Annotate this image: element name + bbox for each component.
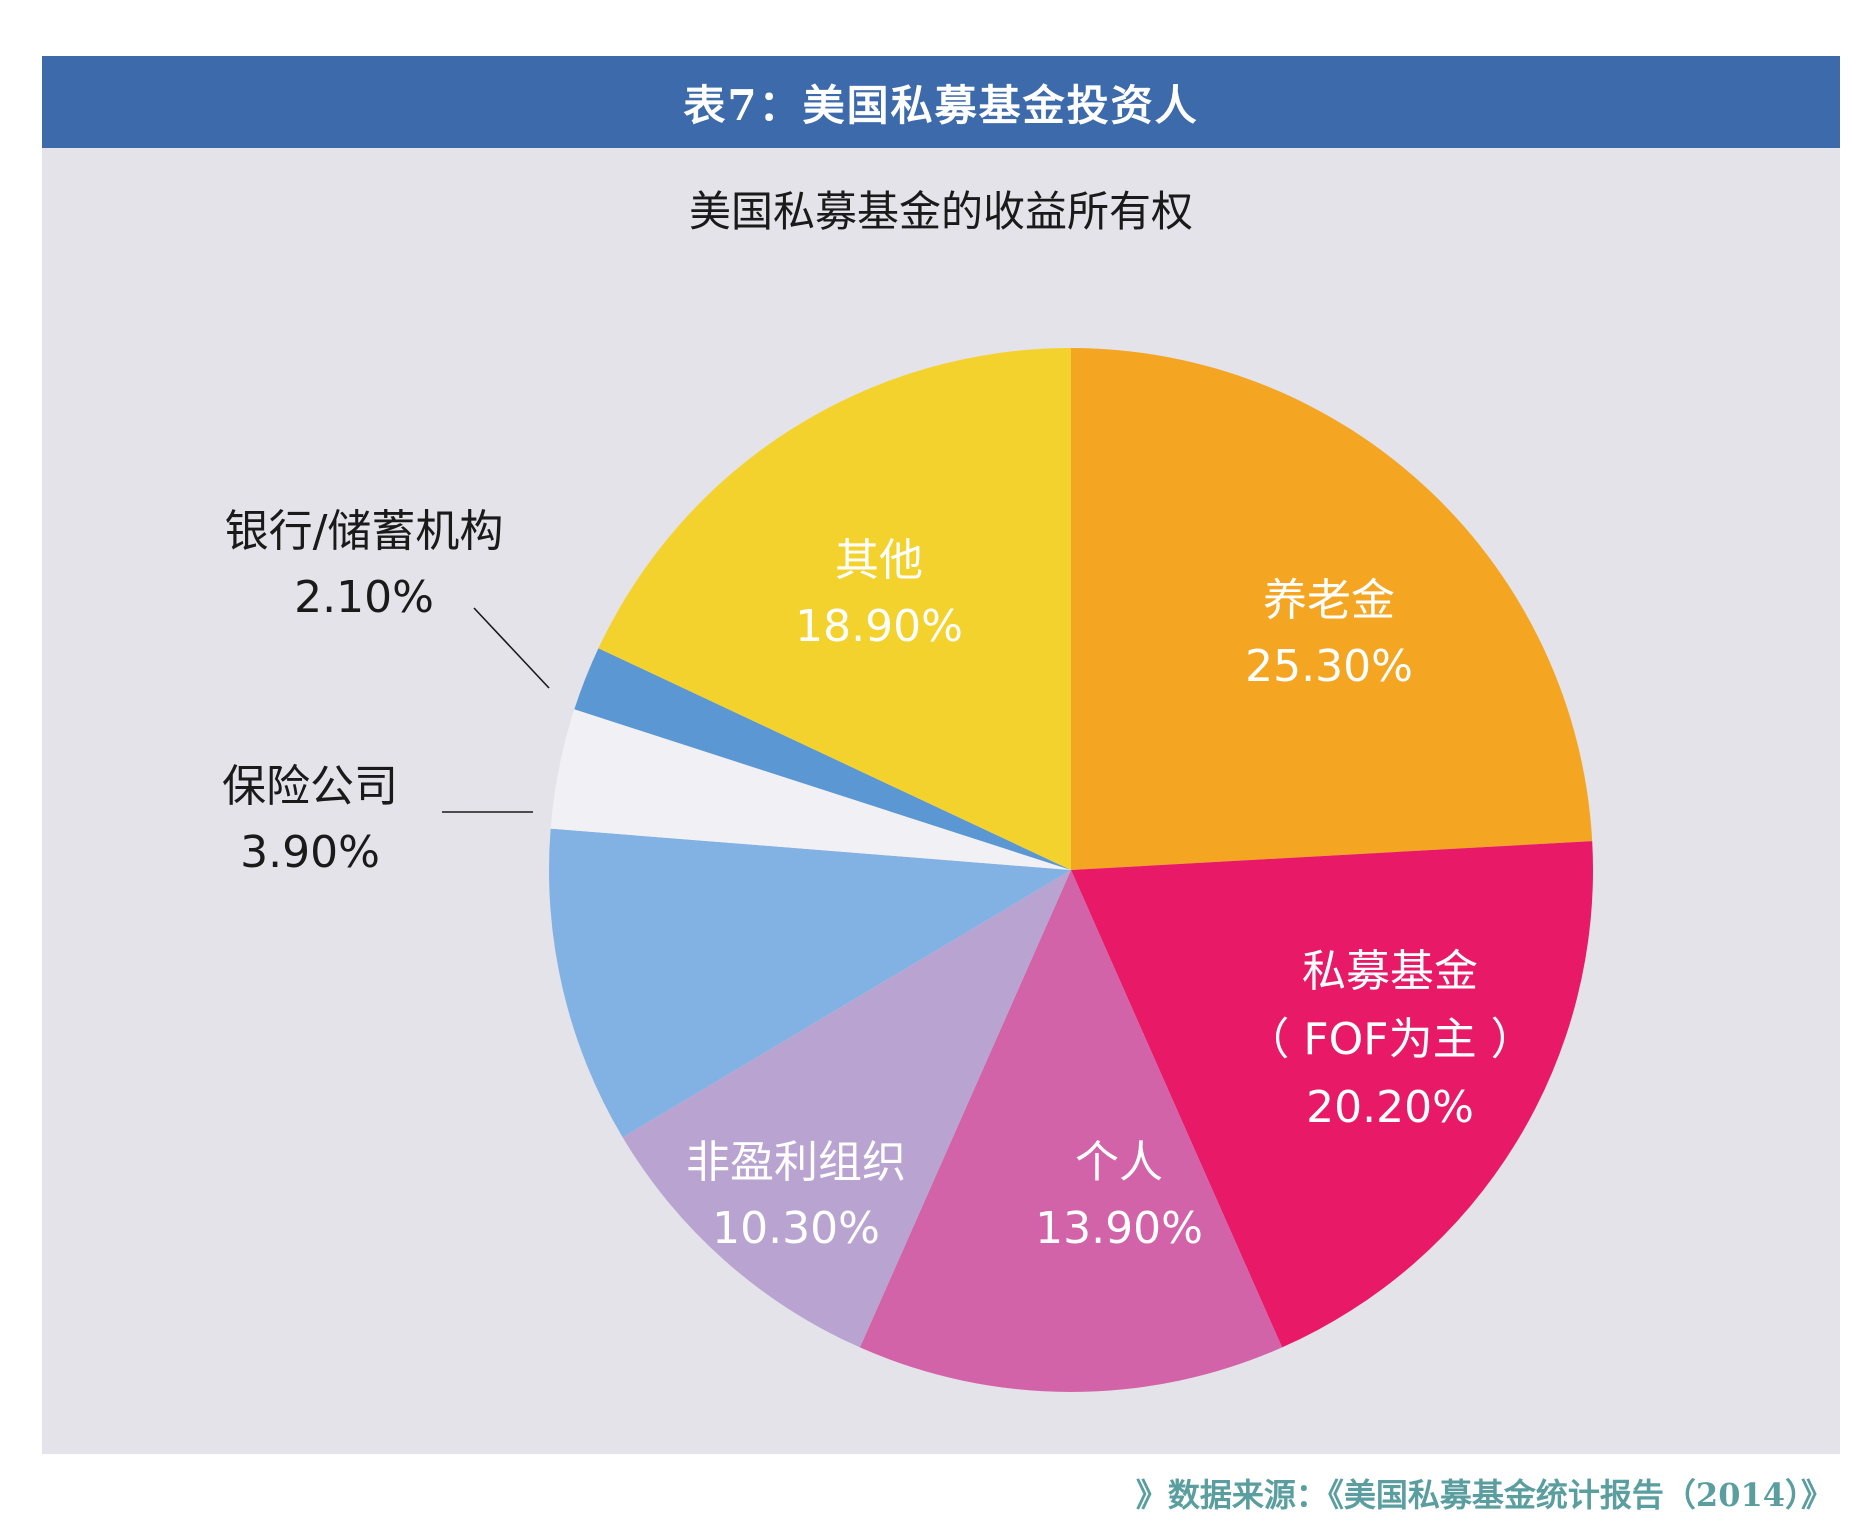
slice-name-label: 私募基金 [1302, 946, 1478, 997]
slice-value-label: 13.90% [1035, 1203, 1203, 1254]
pie-slice [622, 870, 1071, 1348]
slice-name-label: 非盈利组织 [686, 1137, 906, 1188]
slice-name-label: 银行/储蓄机构 [225, 506, 504, 557]
chart-title: 美国私募基金的收益所有权 [688, 187, 1193, 236]
slice-name-label: （ FOF为主 ） [1245, 1014, 1534, 1065]
slice-value-label: 2.10% [294, 572, 434, 623]
slice-name-label: 个人 [1075, 1137, 1163, 1188]
header-title: 表7：美国私募基金投资人 [683, 80, 1199, 130]
slice-name-label: 养老金 [1263, 575, 1395, 626]
pie-slice [598, 348, 1071, 870]
slice-value-label: 20.20% [1306, 1082, 1474, 1133]
leader-line [473, 607, 550, 689]
pie-slice [574, 648, 1071, 870]
slice-value-label: 25.30% [1245, 641, 1413, 692]
chart-panel: 美国私募基金的收益所有权 养老金 25.30% 私募基金 （ FOF为主 ） 20.20… [42, 148, 1840, 1454]
pie-slice [550, 709, 1071, 870]
slice-value-label: 10.30% [712, 1203, 880, 1254]
pie-slice [549, 828, 1071, 1138]
pie-slice [1071, 348, 1593, 870]
pie-chart: 养老金 25.30% 私募基金 （ FOF为主 ） 20.20% 个人 13.90% 非盈利组… [222, 348, 1593, 1392]
pie-slice [859, 870, 1283, 1392]
slice-value-label: 18.90% [795, 601, 963, 652]
slice-value-label: 3.90% [240, 827, 380, 878]
header-bar: 表7：美国私募基金投资人 [42, 56, 1840, 148]
slice-name-label: 其他 [835, 535, 923, 586]
pie-slice [1071, 841, 1593, 1348]
slice-name-label: 保险公司 [222, 761, 398, 812]
source-note: 》数据来源：《美国私募基金统计报告（2014）》 [1135, 1476, 1833, 1514]
